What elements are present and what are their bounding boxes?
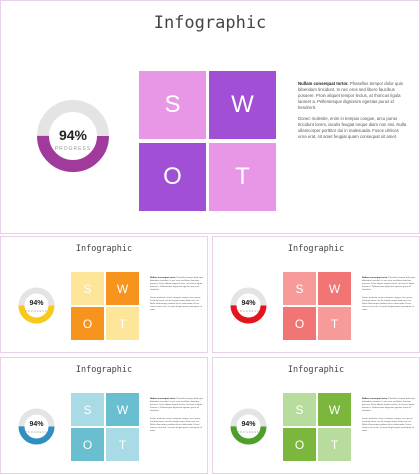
donut-progress-arc: [18, 408, 55, 445]
swot-tile-o: O: [283, 428, 316, 461]
swot-tile-w: W: [106, 393, 139, 426]
swot-tile-t: T: [106, 428, 139, 461]
slide-variant-green[interactable]: Infographic 94% PROGRESS S W O T Nullam …: [212, 357, 420, 474]
progress-donut: 94% PROGRESS: [18, 287, 55, 324]
slide-variant-red[interactable]: Infographic 94% PROGRESS S W O T Nullam …: [212, 236, 420, 353]
progress-percent: 94%: [241, 421, 256, 428]
donut-progress-arc: [18, 287, 55, 324]
slide-main[interactable]: Infographic 94% PROGRESS S W O T Nullam …: [0, 0, 420, 234]
slide-title: Infographic: [75, 244, 133, 254]
slide-title: Infographic: [153, 13, 267, 33]
description-text: Nullam consequat tortor. Phasellus tempo…: [362, 398, 416, 438]
paragraph-1-body: Phasellus tempor dolor quis bibendum tin…: [298, 81, 403, 110]
progress-percent: 94%: [29, 421, 44, 428]
progress-percent: 94%: [29, 300, 44, 307]
paragraph-2: Donec molestie, enim in tempus congue, a…: [150, 297, 202, 311]
slide-title: Infographic: [287, 244, 345, 254]
progress-donut-graphic: [18, 408, 55, 445]
paragraph-1: Nullam consequat tortor. Phasellus tempo…: [362, 277, 416, 292]
paragraph-1-heading: Nullam consequat tortor.: [362, 277, 388, 279]
swot-tile-t: T: [318, 307, 351, 340]
paragraph-1-heading: Nullam consequat tortor.: [150, 398, 176, 400]
donut-progress-arc: [230, 287, 267, 324]
progress-donut-graphic: [18, 287, 55, 324]
paragraph-1-heading: Nullam consequat tortor.: [150, 277, 176, 279]
paragraph-1: Nullam consequat tortor. Phasellus tempo…: [298, 81, 408, 111]
paragraph-1-body: Phasellus tempor dolor quis bibendum tin…: [362, 277, 416, 291]
swot-tile-s: S: [283, 393, 316, 426]
swot-tile-s: S: [283, 272, 316, 305]
progress-donut: 94% PROGRESS: [230, 408, 267, 445]
slide-title: Infographic: [287, 365, 345, 375]
donut-progress-arc: [230, 408, 267, 445]
progress-label: PROGRESS: [25, 431, 48, 434]
progress-label: PROGRESS: [25, 310, 48, 313]
progress-donut: 94% PROGRESS: [230, 287, 267, 324]
swot-tile-o: O: [283, 307, 316, 340]
swot-tile-s: S: [71, 272, 104, 305]
progress-label: PROGRESS: [237, 310, 260, 313]
slide-variant-blue[interactable]: Infographic 94% PROGRESS S W O T Nullam …: [0, 357, 208, 474]
description-text: Nullam consequat tortor. Phasellus tempo…: [150, 277, 204, 317]
swot-tile-w: W: [318, 272, 351, 305]
progress-percent: 94%: [58, 127, 88, 143]
progress-label: PROGRESS: [54, 146, 92, 152]
description-text: Nullam consequat tortor. Phasellus tempo…: [150, 398, 204, 438]
description-text: Nullam consequat tortor. Phasellus tempo…: [362, 277, 416, 317]
swot-tile-o: O: [139, 143, 206, 211]
progress-donut: 94% PROGRESS: [36, 99, 110, 173]
description-text: Nullam consequat tortor. Phasellus tempo…: [298, 81, 408, 145]
swot-tile-s: S: [139, 71, 206, 139]
paragraph-1-heading: Nullam consequat tortor.: [362, 398, 388, 400]
paragraph-1-body: Phasellus tempor dolor quis bibendum tin…: [150, 398, 204, 412]
paragraph-2: Donec molestie, enim in tempus congue, a…: [150, 418, 202, 432]
progress-donut-graphic: [37, 100, 109, 172]
slide-variant-yellow[interactable]: Infographic 94% PROGRESS S W O T Nullam …: [0, 236, 208, 353]
progress-percent: 94%: [241, 300, 256, 307]
swot-tile-w: W: [209, 71, 276, 139]
progress-donut-graphic: [230, 408, 267, 445]
progress-donut: 94% PROGRESS: [18, 408, 55, 445]
progress-label: PROGRESS: [237, 431, 260, 434]
swot-tile-s: S: [71, 393, 104, 426]
paragraph-1-heading: Nullam consequat tortor.: [298, 81, 349, 86]
paragraph-1: Nullam consequat tortor. Phasellus tempo…: [150, 277, 204, 292]
paragraph-1-body: Phasellus tempor dolor quis bibendum tin…: [150, 277, 204, 291]
swot-tile-t: T: [318, 428, 351, 461]
paragraph-1-body: Phasellus tempor dolor quis bibendum tin…: [362, 398, 416, 412]
swot-tile-w: W: [318, 393, 351, 426]
swot-tile-o: O: [71, 307, 104, 340]
swot-tile-t: T: [209, 143, 276, 211]
paragraph-1: Nullam consequat tortor. Phasellus tempo…: [362, 398, 416, 413]
swot-tile-w: W: [106, 272, 139, 305]
donut-progress-arc: [37, 100, 109, 172]
swot-tile-t: T: [106, 307, 139, 340]
paragraph-1: Nullam consequat tortor. Phasellus tempo…: [150, 398, 204, 413]
paragraph-2: Donec molestie, enim in tempus congue, a…: [298, 116, 407, 139]
progress-donut-graphic: [230, 287, 267, 324]
paragraph-2: Donec molestie, enim in tempus congue, a…: [362, 297, 414, 311]
paragraph-2: Donec molestie, enim in tempus congue, a…: [362, 418, 414, 432]
swot-tile-o: O: [71, 428, 104, 461]
slide-title: Infographic: [75, 365, 133, 375]
